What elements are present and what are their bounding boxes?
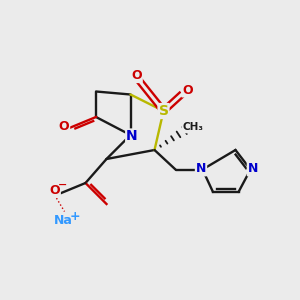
Text: Na: Na: [54, 214, 72, 227]
Text: CH₃: CH₃: [182, 122, 203, 133]
Text: +: +: [70, 209, 80, 223]
Text: N: N: [248, 162, 258, 176]
Text: N: N: [126, 130, 138, 143]
Text: O: O: [49, 184, 60, 197]
Text: O: O: [182, 83, 193, 97]
Text: O: O: [131, 69, 142, 82]
Text: O: O: [58, 119, 69, 133]
Text: N: N: [196, 162, 206, 176]
Text: S: S: [158, 104, 169, 118]
Text: −: −: [58, 179, 67, 190]
